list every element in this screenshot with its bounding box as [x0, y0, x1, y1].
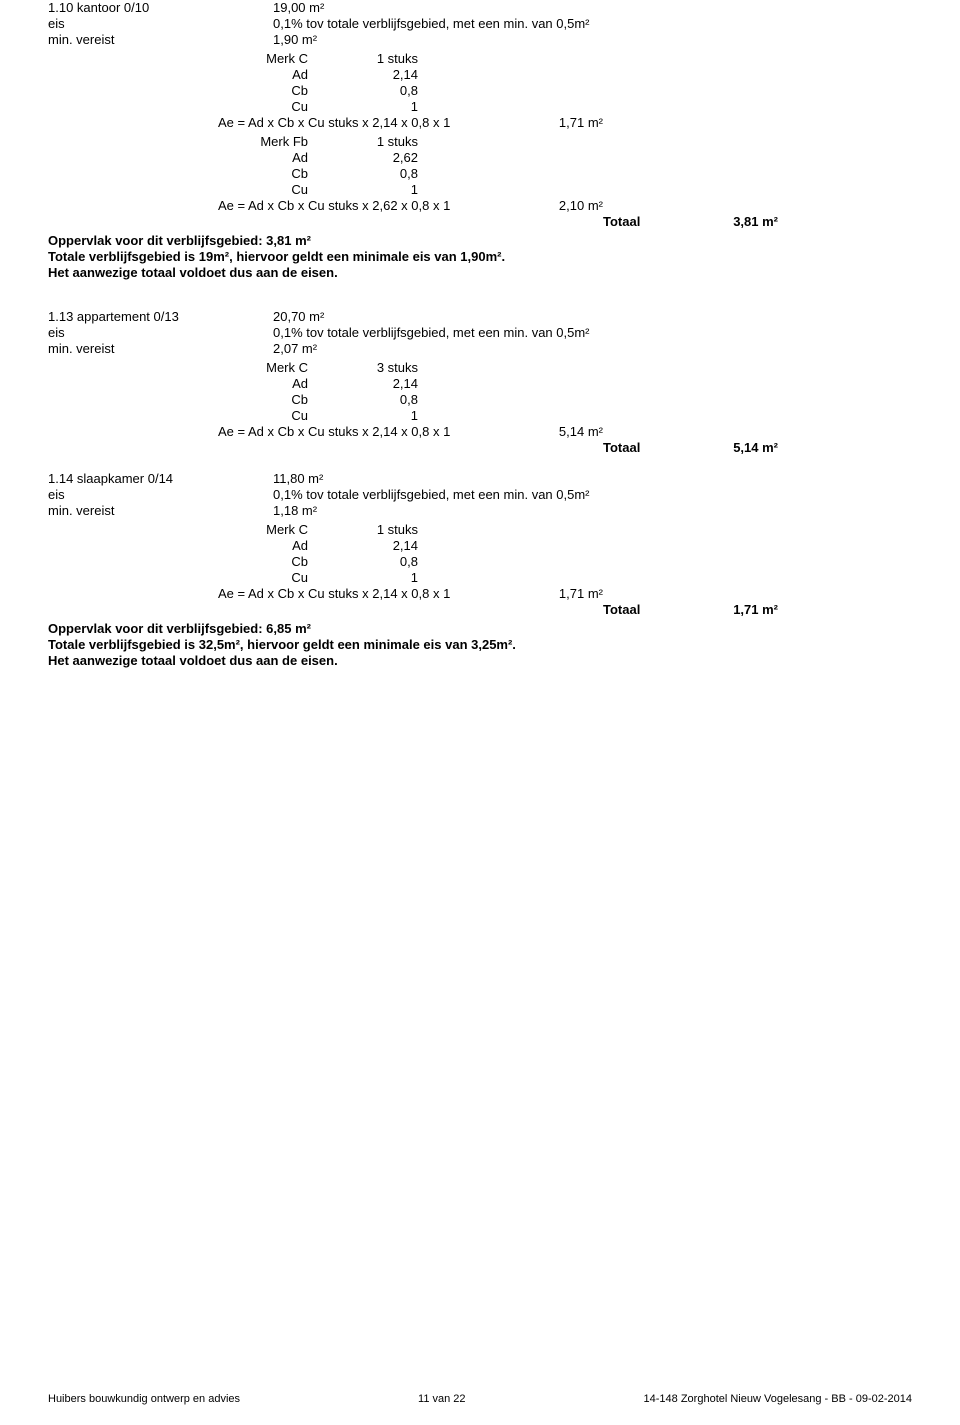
calc-block: Merk Fb1 stuks Ad2,62 Cb0,8 Cu1 Ae = Ad … [178, 134, 912, 229]
merk-label: Merk Fb [178, 134, 328, 149]
calc-block: Merk C3 stuks Ad2,14 Cb0,8 Cu1 Ae = Ad x… [178, 360, 912, 455]
ad-val: 2,14 [328, 376, 438, 391]
cb-label: Cb [178, 166, 328, 181]
room-header: 1.13 appartement 0/13 20,70 m² [48, 309, 912, 324]
eis-row: eis 0,1% tov totale verblijfsgebied, met… [48, 16, 912, 31]
room-area: 19,00 m² [273, 0, 912, 15]
cb-val: 0,8 [328, 83, 438, 98]
summary-line: Totale verblijfsgebied is 19m², hiervoor… [48, 249, 912, 264]
calc-block: Merk C1 stuks Ad2,14 Cb0,8 Cu1 Ae = Ad x… [178, 51, 912, 130]
ad-val: 2,62 [328, 150, 438, 165]
room-area: 11,80 m² [273, 471, 912, 486]
formula-result: 1,71 m² [473, 586, 623, 601]
eis-label: eis [48, 16, 273, 31]
formula-label: Ae = Ad x Cb x Cu stuks x 2,14 x 0,8 x 1 [178, 424, 473, 439]
cu-label: Cu [178, 99, 328, 114]
cu-label: Cu [178, 570, 328, 585]
cu-val: 1 [328, 408, 438, 423]
eis-value: 0,1% tov totale verblijfsgebied, met een… [273, 16, 912, 31]
min-value: 1,90 m² [273, 32, 912, 47]
ad-val: 2,14 [328, 67, 438, 82]
min-row: min. vereist 1,18 m² [48, 503, 912, 518]
formula-label: Ae = Ad x Cb x Cu stuks x 2,14 x 0,8 x 1 [178, 586, 473, 601]
ad-label: Ad [178, 67, 328, 82]
totaal-label: Totaal [603, 602, 683, 617]
footer-center: 11 van 22 [418, 1393, 466, 1405]
totaal-label: Totaal [603, 440, 683, 455]
summary-line: Het aanwezige totaal voldoet dus aan de … [48, 265, 912, 280]
footer-left: Huibers bouwkundig ontwerp en advies [48, 1393, 240, 1405]
cu-val: 1 [328, 182, 438, 197]
ad-label: Ad [178, 538, 328, 553]
totaal-value: 3,81 m² [683, 214, 778, 229]
cu-label: Cu [178, 182, 328, 197]
calc-block: Merk C1 stuks Ad2,14 Cb0,8 Cu1 Ae = Ad x… [178, 522, 912, 617]
cb-label: Cb [178, 554, 328, 569]
min-label: min. vereist [48, 503, 273, 518]
room-title: 1.13 appartement 0/13 [48, 309, 273, 324]
formula-result: 5,14 m² [473, 424, 623, 439]
room-area: 20,70 m² [273, 309, 912, 324]
cb-val: 0,8 [328, 392, 438, 407]
merk-val: 1 stuks [328, 522, 438, 537]
eis-value: 0,1% tov totale verblijfsgebied, met een… [273, 487, 912, 502]
cu-val: 1 [328, 570, 438, 585]
ad-label: Ad [178, 376, 328, 391]
eis-label: eis [48, 487, 273, 502]
formula-result: 2,10 m² [473, 198, 623, 213]
cb-label: Cb [178, 83, 328, 98]
room-header: 1.14 slaapkamer 0/14 11,80 m² [48, 471, 912, 486]
min-label: min. vereist [48, 341, 273, 356]
totaal-label: Totaal [603, 214, 683, 229]
eis-label: eis [48, 325, 273, 340]
min-value: 1,18 m² [273, 503, 912, 518]
footer-right: 14-148 Zorghotel Nieuw Vogelesang - BB -… [644, 1393, 912, 1405]
min-label: min. vereist [48, 32, 273, 47]
merk-label: Merk C [178, 522, 328, 537]
document-page: 1.10 kantoor 0/10 19,00 m² eis 0,1% tov … [48, 0, 912, 668]
min-row: min. vereist 2,07 m² [48, 341, 912, 356]
cb-val: 0,8 [328, 166, 438, 181]
eis-value: 0,1% tov totale verblijfsgebied, met een… [273, 325, 912, 340]
merk-label: Merk C [178, 360, 328, 375]
ad-label: Ad [178, 150, 328, 165]
min-row: min. vereist 1,90 m² [48, 32, 912, 47]
totaal-value: 1,71 m² [683, 602, 778, 617]
room-header: 1.10 kantoor 0/10 19,00 m² [48, 0, 912, 15]
summary-line: Oppervlak voor dit verblijfsgebied: 3,81… [48, 233, 912, 248]
eis-row: eis 0,1% tov totale verblijfsgebied, met… [48, 487, 912, 502]
cb-val: 0,8 [328, 554, 438, 569]
summary-line: Oppervlak voor dit verblijfsgebied: 6,85… [48, 621, 912, 636]
room-title: 1.10 kantoor 0/10 [48, 0, 273, 15]
ad-val: 2,14 [328, 538, 438, 553]
merk-val: 1 stuks [328, 134, 438, 149]
totaal-value: 5,14 m² [683, 440, 778, 455]
room-title: 1.14 slaapkamer 0/14 [48, 471, 273, 486]
min-value: 2,07 m² [273, 341, 912, 356]
formula-label: Ae = Ad x Cb x Cu stuks x 2,62 x 0,8 x 1 [178, 198, 473, 213]
summary-line: Totale verblijfsgebied is 32,5m², hiervo… [48, 637, 912, 652]
cu-val: 1 [328, 99, 438, 114]
formula-label: Ae = Ad x Cb x Cu stuks x 2,14 x 0,8 x 1 [178, 115, 473, 130]
summary-line: Het aanwezige totaal voldoet dus aan de … [48, 653, 912, 668]
eis-row: eis 0,1% tov totale verblijfsgebied, met… [48, 325, 912, 340]
cb-label: Cb [178, 392, 328, 407]
merk-val: 1 stuks [328, 51, 438, 66]
formula-result: 1,71 m² [473, 115, 623, 130]
page-footer: Huibers bouwkundig ontwerp en advies 11 … [48, 1393, 912, 1405]
merk-val: 3 stuks [328, 360, 438, 375]
cu-label: Cu [178, 408, 328, 423]
merk-label: Merk C [178, 51, 328, 66]
